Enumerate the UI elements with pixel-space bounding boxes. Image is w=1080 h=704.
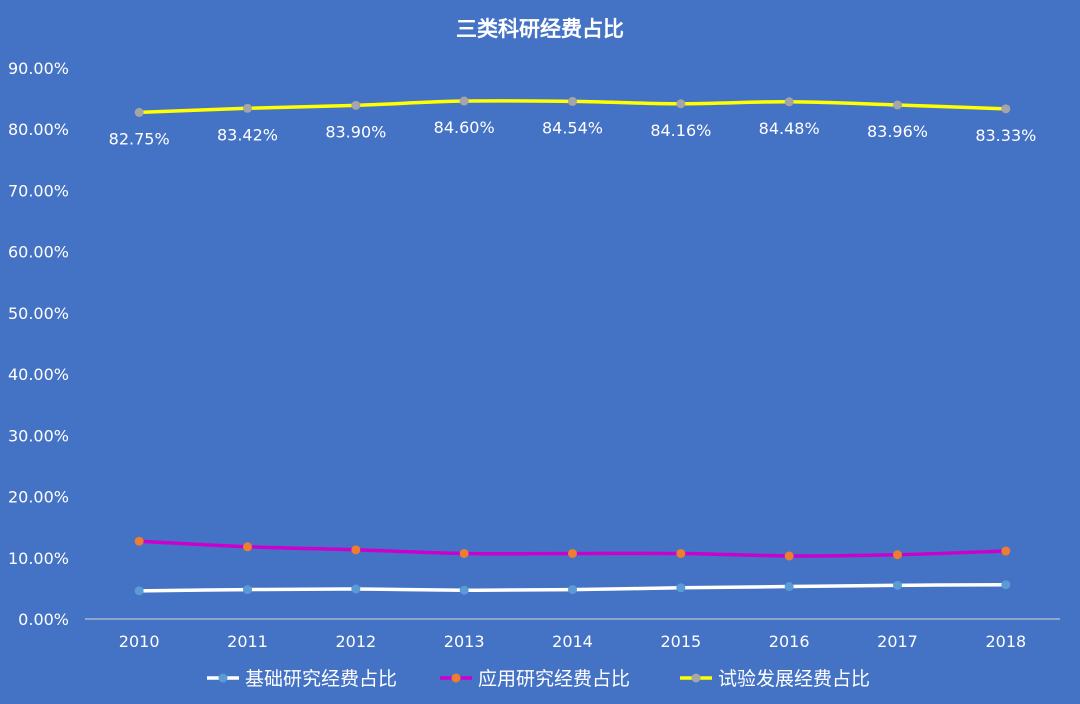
data-point: [243, 542, 252, 552]
x-tick-label: 2018: [985, 632, 1026, 651]
legend-label: 试验发展经费占比: [718, 668, 870, 690]
data-point: [351, 545, 361, 555]
data-label: 83.33%: [975, 126, 1036, 145]
data-point: [459, 548, 469, 558]
data-label: 84.54%: [542, 118, 603, 137]
y-axis: 0.00% 10.00% 20.00% 30.00% 40.00% 50.00% 60.00…: [8, 59, 69, 629]
y-tick-label: 70.00%: [8, 181, 69, 200]
data-point: [459, 585, 469, 595]
data-label: 84.16%: [650, 121, 711, 140]
series-group: 82.75% 83.42% 83.90% 84.60% 84.54% 84.16% 84.4…: [109, 96, 1036, 596]
legend-item: 基础研究经费占比: [207, 668, 397, 690]
data-point: [676, 548, 686, 558]
y-tick-label: 10.00%: [8, 549, 69, 568]
series-0: [134, 580, 1011, 596]
data-label: 83.96%: [867, 122, 928, 141]
data-point: [676, 99, 686, 109]
data-point: [1001, 104, 1011, 114]
data-point: [568, 548, 577, 558]
legend-label: 应用研究经费占比: [478, 668, 630, 690]
x-tick-label: 2011: [227, 632, 268, 651]
series-2: 82.75% 83.42% 83.90% 84.60% 84.54% 84.16% 84.4…: [109, 96, 1036, 148]
data-point: [243, 103, 252, 113]
y-tick-label: 90.00%: [8, 59, 69, 78]
data-point: [351, 584, 361, 594]
data-point: [351, 100, 361, 110]
data-point: [1001, 580, 1011, 590]
x-tick-label: 2013: [444, 632, 485, 651]
data-label: 83.42%: [217, 125, 278, 144]
data-point: [784, 97, 794, 107]
data-point: [459, 96, 469, 106]
x-tick-label: 2015: [660, 632, 701, 651]
chart-title: 三类科研经费占比: [456, 17, 624, 41]
y-tick-label: 50.00%: [8, 304, 69, 323]
y-tick-label: 0.00%: [18, 610, 69, 629]
legend-item: 试验发展经费占比: [680, 668, 870, 690]
legend-item: 应用研究经费占比: [440, 668, 630, 690]
data-label: 82.75%: [109, 129, 170, 148]
data-point: [568, 585, 577, 595]
legend-label: 基础研究经费占比: [245, 668, 397, 690]
data-label: 84.48%: [759, 119, 820, 138]
x-tick-label: 2014: [552, 632, 593, 651]
x-axis: 2010 2011 2012 2013 2014 2015 2016 2017 2018: [119, 632, 1026, 651]
y-tick-label: 80.00%: [8, 120, 69, 139]
data-point: [784, 582, 794, 592]
data-point: [568, 96, 577, 106]
legend-marker: [691, 673, 701, 683]
data-point: [784, 551, 794, 561]
y-tick-label: 40.00%: [8, 365, 69, 384]
x-tick-label: 2016: [769, 632, 810, 651]
legend-marker: [451, 673, 461, 683]
data-label: 83.90%: [325, 122, 386, 141]
data-point: [893, 580, 902, 590]
data-point: [893, 100, 902, 110]
data-point: [676, 583, 686, 593]
x-tick-label: 2012: [335, 632, 376, 651]
y-tick-label: 60.00%: [8, 243, 69, 262]
data-point: [1001, 546, 1011, 556]
data-point: [893, 550, 902, 560]
data-point: [134, 586, 144, 596]
legend-marker: [218, 673, 228, 683]
series-1: [134, 536, 1011, 561]
x-tick-label: 2010: [119, 632, 160, 651]
y-tick-label: 30.00%: [8, 426, 69, 445]
data-point: [243, 585, 252, 595]
data-point: [134, 536, 144, 546]
legend: 基础研究经费占比 应用研究经费占比 试验发展经费占比: [207, 668, 870, 690]
data-label: 84.60%: [434, 118, 495, 137]
data-point: [134, 107, 144, 117]
y-tick-label: 20.00%: [8, 488, 69, 507]
x-tick-label: 2017: [877, 632, 918, 651]
